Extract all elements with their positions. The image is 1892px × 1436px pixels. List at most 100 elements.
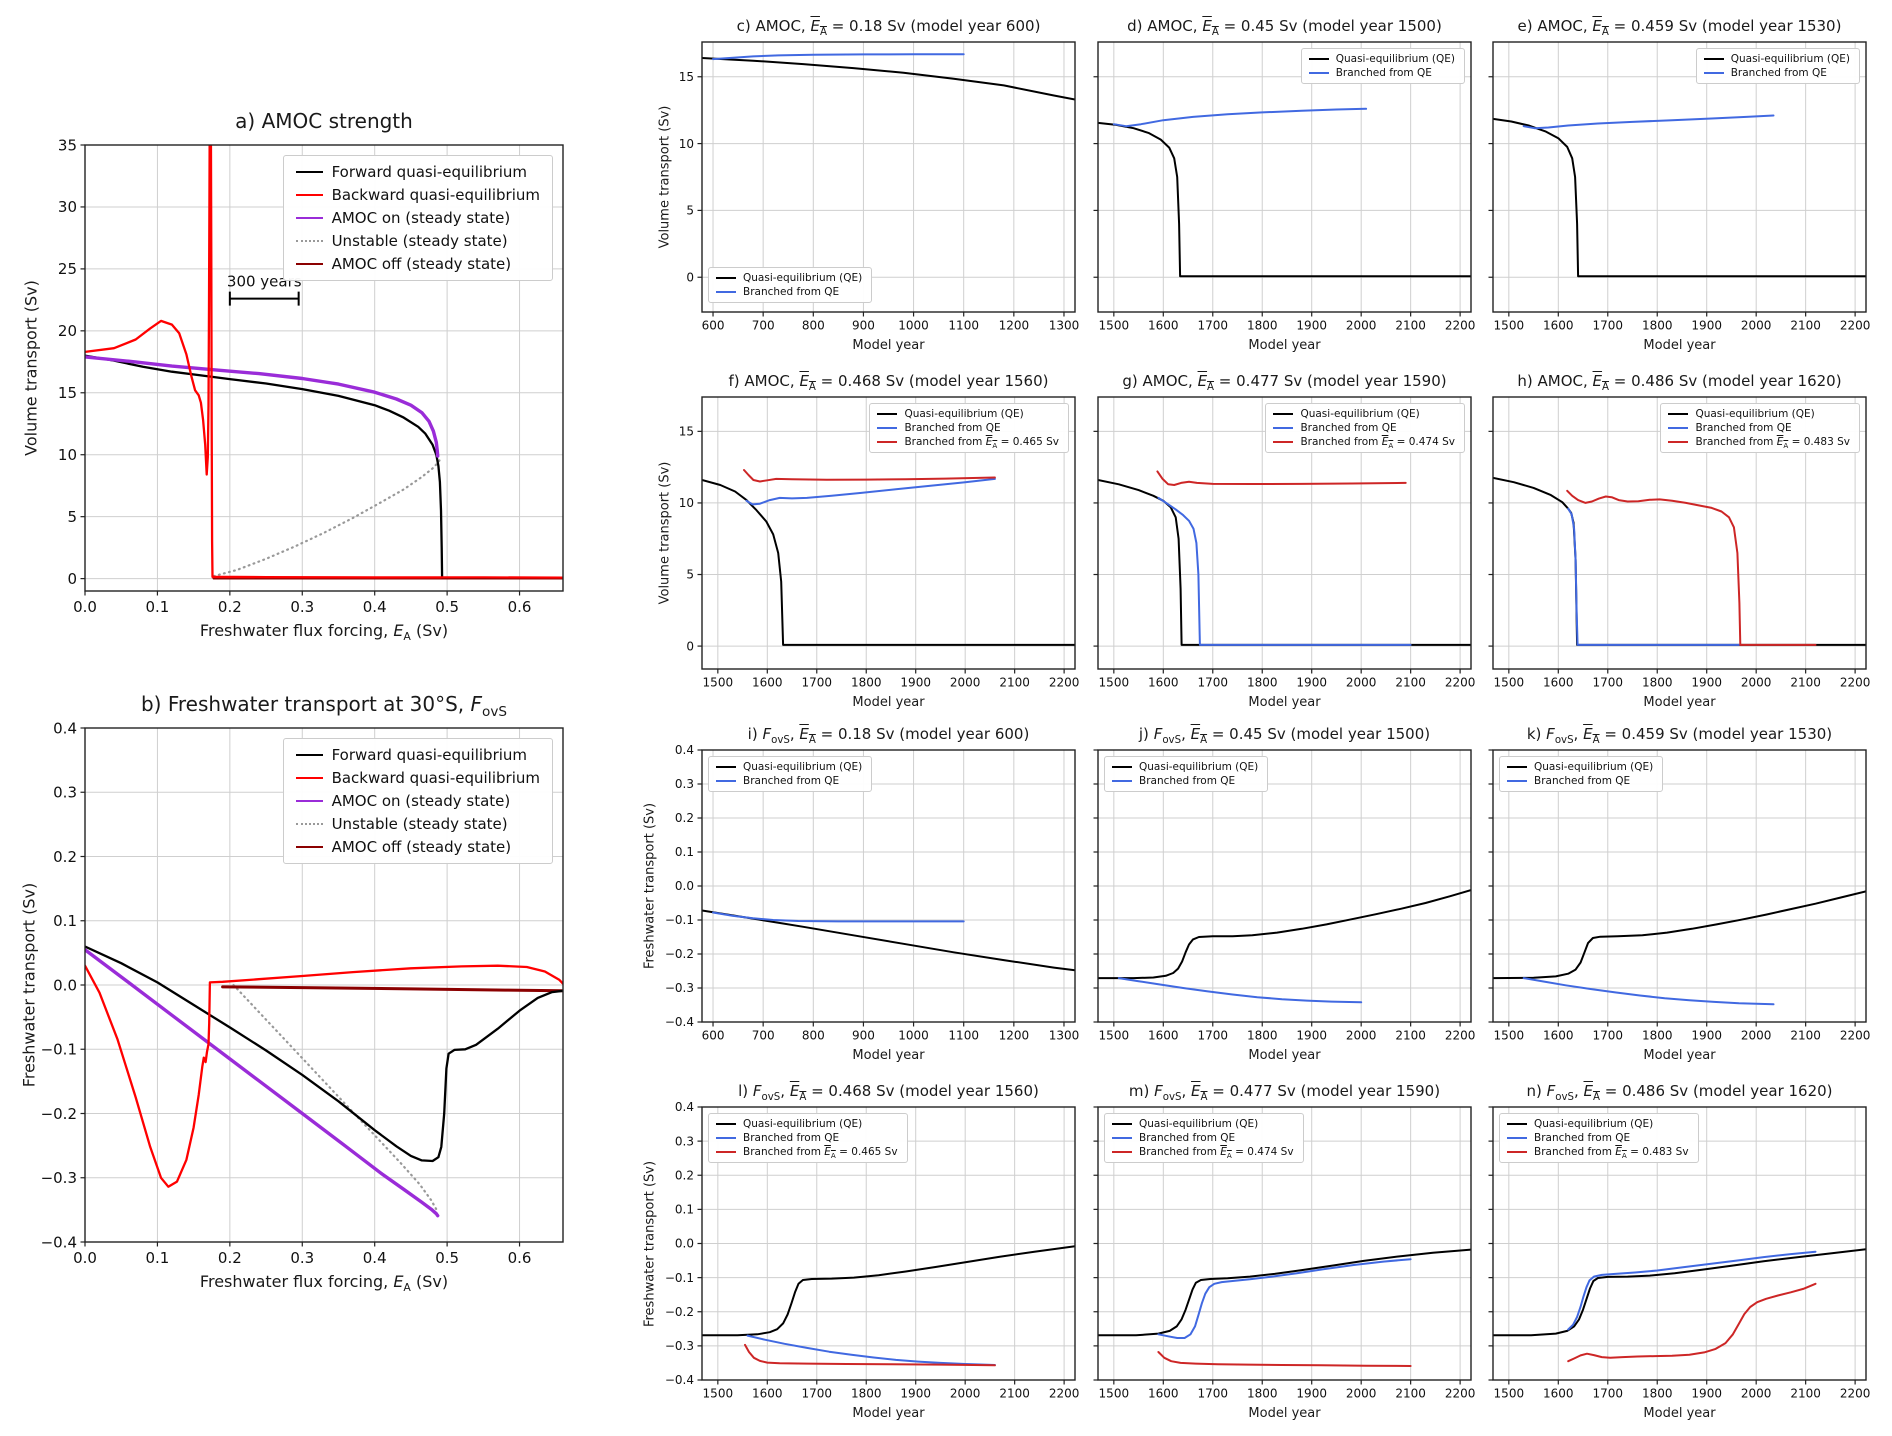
panel-j-title: j) FovS, EA = 0.45 Sv (model year 1500) <box>1138 725 1431 746</box>
panel-l-title: l) FovS, EA = 0.468 Sv (model year 1560) <box>738 1082 1039 1103</box>
x-tick-label: 1700 <box>1592 1029 1623 1043</box>
x-tick-label: 0.5 <box>435 1249 459 1267</box>
x-tick-label: 1600 <box>752 1387 783 1401</box>
legend-line-swatch <box>1507 1137 1527 1139</box>
x-tick-label: 1100 <box>948 319 979 333</box>
x-tick-label: 2000 <box>1346 1029 1377 1043</box>
y-tick-label: −0.3 <box>41 1169 77 1187</box>
panel-j-legend: Quasi-equilibrium (QE) Branched from QE <box>1104 756 1269 792</box>
legend-line-swatch <box>1668 441 1689 443</box>
series-quasi-equilibrium-qe <box>1098 889 1471 980</box>
y-tick-label: −0.4 <box>665 1015 694 1029</box>
x-tick-label: 1700 <box>1592 676 1623 690</box>
legend-item-label: Branched from QE <box>743 286 840 298</box>
x-tick-label: 2100 <box>999 676 1030 690</box>
panel-b-legend: Forward quasi-equilibrium Backward quasi-… <box>282 738 553 864</box>
series-branched-from-qe <box>1567 507 1740 646</box>
x-tick-label: 1100 <box>948 1029 979 1043</box>
legend-item-label: Quasi-equilibrium (QE) <box>1695 408 1815 420</box>
ea-bar-symbol: EA <box>1615 1146 1627 1161</box>
x-tick-label: 2200 <box>1445 676 1476 690</box>
legend-item-label: Branched from EA = 0.483 Sv <box>1534 1146 1689 1161</box>
y-tick-label: 20 <box>58 322 77 340</box>
legend-item-label: Branched from QE <box>1730 67 1827 79</box>
y-tick-label: 10 <box>679 496 694 510</box>
legend-line-swatch <box>1112 780 1132 782</box>
x-tick-label: 0.2 <box>218 1249 242 1267</box>
y-tick-label: 0.3 <box>53 784 77 802</box>
y-tick-label: −0.4 <box>665 1373 694 1387</box>
panel-i-title: i) FovS, EA = 0.18 Sv (model year 600) <box>747 725 1030 746</box>
x-tick-label: 1600 <box>1148 1029 1179 1043</box>
x-tick-label: 1700 <box>1197 319 1228 333</box>
legend-item-label: Branched from QE <box>1534 1132 1631 1144</box>
legend-line-swatch <box>877 441 898 443</box>
series-branched-from-qe <box>712 53 965 61</box>
legend-item: AMOC on (steady state) <box>295 209 540 227</box>
y-tick-label: 15 <box>679 425 694 439</box>
y-tick-label: 5 <box>686 568 694 582</box>
series-quasi-equilibrium-qe <box>702 57 1075 101</box>
panel-e-xlabel: Model year <box>1643 338 1716 353</box>
legend-item-label: Quasi-equilibrium (QE) <box>1139 1118 1259 1130</box>
legend-line-swatch <box>877 413 898 415</box>
x-tick-label: 2200 <box>1049 1387 1080 1401</box>
y-tick-label: 0.1 <box>675 845 694 859</box>
legend-item: Branched from EA = 0.474 Sv <box>1112 1146 1294 1159</box>
legend-item: Branched from EA = 0.483 Sv <box>1668 436 1850 451</box>
x-tick-label: 1900 <box>1296 676 1327 690</box>
legend-item: Branched from QE <box>716 1132 898 1144</box>
y-tick-label: 10 <box>58 446 77 464</box>
x-tick-label: 2200 <box>1840 676 1871 690</box>
x-tick-label: 0.1 <box>145 1249 169 1267</box>
panel-a-legend: Forward quasi-equilibrium Backward quasi-… <box>282 155 553 281</box>
plot-area-g: 1500 1600 1700 1800 1900 2000 2100 2200 <box>1093 396 1475 690</box>
legend-item: Branched from QE <box>1668 422 1850 434</box>
x-tick-label: 2000 <box>1741 1387 1772 1401</box>
series-quasi-equilibrium-qe <box>1098 121 1471 278</box>
x-tick-label: 1900 <box>1691 1387 1722 1401</box>
panel-e-title: e) AMOC, EA = 0.459 Sv (model year 1530) <box>1517 17 1842 38</box>
axes-frame <box>1492 396 1867 670</box>
x-tick-label: 2000 <box>1346 1387 1377 1401</box>
legend-line-swatch <box>295 263 323 265</box>
panel-i-ylabel: Freshwater transport (Sv) <box>642 802 658 970</box>
series-branched-from-ea-0474 <box>1157 1351 1412 1367</box>
y-tick-label: −0.2 <box>665 1305 694 1319</box>
axes-frame <box>1097 396 1472 670</box>
series-backward-quasi-equilibrium <box>85 145 563 579</box>
x-tick-label: 2100 <box>1395 676 1426 690</box>
x-tick-label: 2100 <box>1395 1387 1426 1401</box>
ea-bar-symbol: EA <box>1776 436 1789 451</box>
series-branched-from-qe <box>1117 977 1363 1004</box>
x-tick-label: 0.6 <box>508 598 532 616</box>
panel-n-title: n) FovS, EA = 0.486 Sv (model year 1620) <box>1526 1082 1833 1103</box>
panel-i-xlabel: Model year <box>852 1048 925 1063</box>
x-tick-label: 2100 <box>1790 1029 1821 1043</box>
legend-item: AMOC off (steady state) <box>295 838 540 856</box>
series-branched-from-qe <box>1112 107 1368 128</box>
fovs-symbol: F <box>1546 725 1555 743</box>
fovs-symbol: F <box>470 692 483 716</box>
legend-item: Branched from QE <box>1703 67 1850 79</box>
legend-line-swatch <box>295 194 323 196</box>
ea-bar-symbol: EA <box>1190 725 1208 746</box>
y-tick-label: −0.4 <box>41 1233 77 1251</box>
x-tick-label: 0.1 <box>145 598 169 616</box>
y-tick-label: 30 <box>58 198 77 216</box>
plot-area-b: 0.0 0.1 0.2 0.3 0.4 0.5 0.6 −0.4 −0.3 −0.2 −0.1 0.0… <box>41 719 564 1267</box>
panel-h-xlabel: Model year <box>1643 695 1716 710</box>
series-branched-from-qe <box>1567 1250 1817 1331</box>
fovs-symbol: F <box>1153 725 1163 743</box>
series-branched-from-qe <box>746 1334 996 1366</box>
legend-item: Forward quasi-equilibrium <box>295 163 540 181</box>
panel-k-legend: Quasi-equilibrium (QE) Branched from QE <box>1499 756 1664 792</box>
legend-item: Unstable (steady state) <box>295 815 540 833</box>
panel-l-xlabel: Model year <box>852 1406 925 1421</box>
legend-line-swatch <box>1308 58 1329 60</box>
legend-item: Quasi-equilibrium (QE) <box>716 1118 898 1130</box>
series-forward-quasi-equilibrium <box>85 945 563 1163</box>
legend-item: Branched from QE <box>1308 67 1455 79</box>
legend-line-swatch <box>716 277 736 279</box>
panel-e-legend: Quasi-equilibrium (QE) Branched from QE <box>1695 48 1860 84</box>
